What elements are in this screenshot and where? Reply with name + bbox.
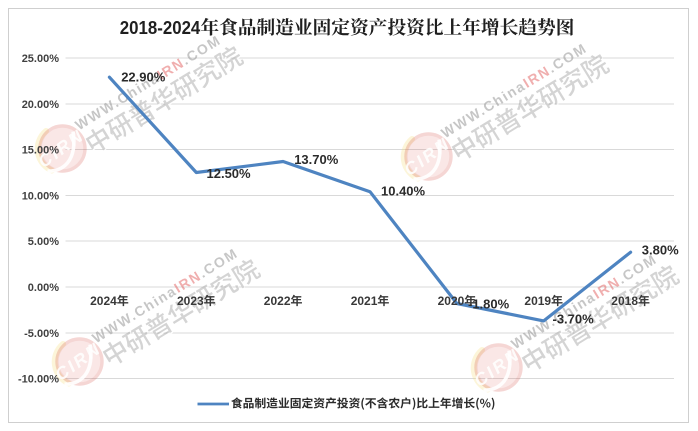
- svg-text:-3.70%: -3.70%: [553, 311, 595, 326]
- svg-text:13.70%: 13.70%: [294, 152, 339, 167]
- svg-text:10.00%: 10.00%: [22, 190, 60, 202]
- svg-text:2024: 2024: [90, 294, 117, 308]
- svg-text:20.00%: 20.00%: [22, 99, 60, 111]
- svg-text:15.00%: 15.00%: [22, 145, 60, 157]
- svg-text:10.40%: 10.40%: [381, 184, 426, 199]
- svg-text:3.80%: 3.80%: [642, 242, 679, 257]
- svg-text:2020: 2020: [438, 294, 465, 308]
- svg-text:25.00%: 25.00%: [22, 53, 60, 65]
- svg-text:-10.00%: -10.00%: [18, 374, 59, 386]
- svg-text:2018: 2018: [611, 294, 638, 308]
- svg-text:12.50%: 12.50%: [207, 166, 252, 181]
- svg-text:2021: 2021: [351, 294, 378, 308]
- svg-text:5.00%: 5.00%: [28, 236, 59, 248]
- svg-text:2018-2024: 2018-2024: [120, 17, 201, 38]
- svg-text:0.00%: 0.00%: [28, 282, 59, 294]
- svg-text:2019: 2019: [524, 294, 551, 308]
- svg-text:-1.80%: -1.80%: [468, 296, 510, 311]
- svg-text:2023: 2023: [177, 294, 204, 308]
- svg-text:-5.00%: -5.00%: [24, 328, 59, 340]
- svg-text:2022: 2022: [264, 294, 291, 308]
- svg-text:22.90%: 22.90%: [121, 69, 166, 84]
